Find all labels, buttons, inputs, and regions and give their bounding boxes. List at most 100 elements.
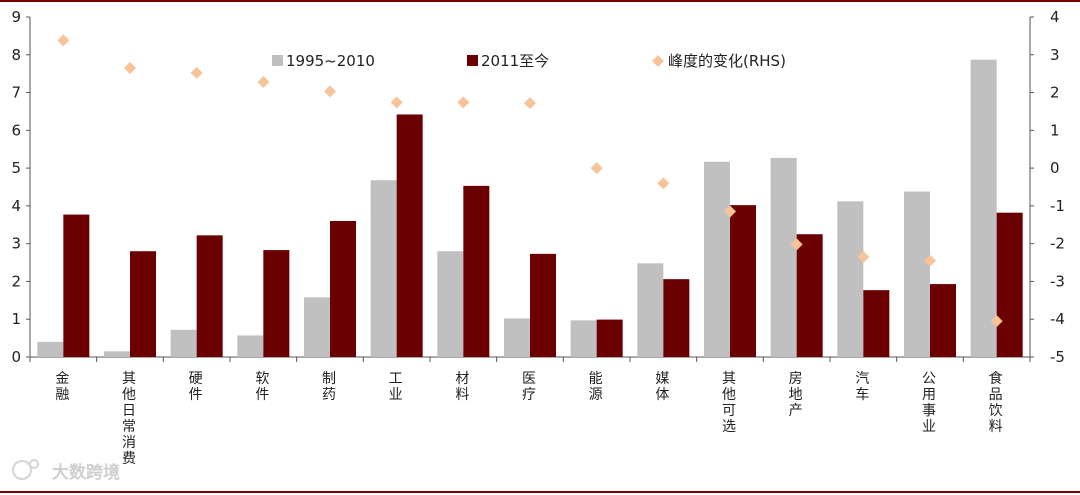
y-right-tick-label: 3 [1050, 46, 1060, 64]
bar-2011-now [863, 290, 890, 357]
legend-swatch-1995-2010 [272, 55, 283, 66]
legend-label-2011-now: 2011至今 [481, 52, 549, 70]
kurtosis-change-point [924, 254, 936, 267]
category-label-char: 公 [922, 371, 936, 387]
y-right-tick-label: -5 [1050, 348, 1065, 366]
category-label-char: 制 [322, 371, 336, 387]
bar-2011-now [796, 234, 823, 357]
bar-2011-now [530, 253, 556, 357]
bar-2011-now [130, 251, 156, 357]
category-label-char: 疗 [522, 387, 536, 403]
bar-2011-now [263, 250, 290, 357]
bar-1995-2010 [237, 335, 264, 357]
category-label-char: 件 [189, 387, 203, 403]
y-left-tick-label: 3 [11, 235, 21, 253]
y-left-tick-label: 6 [11, 121, 21, 139]
category-label-char: 事 [922, 403, 936, 419]
y-left-tick-label: 4 [11, 197, 21, 215]
y-right-tick-label: -1 [1050, 197, 1065, 215]
category-label-char: 他 [122, 387, 136, 403]
category-label-char: 日 [122, 403, 136, 419]
bar-1995-2010 [304, 297, 330, 357]
y-left-tick-label: 5 [11, 159, 21, 177]
category-label-char: 饮 [989, 403, 1003, 419]
legend-label-1995-2010: 1995~2010 [286, 52, 375, 70]
bar-2011-now [330, 221, 356, 357]
kurtosis-change-point [57, 34, 70, 47]
kurtosis-change-point [724, 205, 736, 218]
category-label-char: 融 [55, 387, 69, 403]
category-label-char: 件 [255, 387, 269, 403]
bar-1995-2010 [704, 161, 730, 357]
y-right-tick-label: 0 [1050, 159, 1060, 177]
legend-swatch-2011-now [467, 55, 478, 66]
kurtosis-change-point [390, 96, 403, 109]
category-label-char: 可 [722, 403, 736, 419]
kurtosis-change-point [324, 85, 336, 98]
kurtosis-change-point [124, 62, 136, 74]
category-label-char: 业 [389, 387, 403, 403]
bar-1995-2010 [904, 191, 930, 357]
bar-1995-2010 [837, 201, 864, 357]
category-label-char: 工 [389, 371, 403, 387]
category-label-char: 汽 [855, 371, 869, 387]
y-left-tick-label: 1 [11, 310, 21, 328]
kurtosis-change-point [657, 177, 670, 190]
bar-2011-now [196, 235, 223, 357]
kurtosis-change-point [590, 162, 603, 175]
kurtosis-change-point [457, 96, 470, 109]
category-label-char: 用 [922, 387, 936, 403]
category-label-char: 业 [922, 419, 936, 435]
category-label-char: 源 [589, 387, 603, 403]
bar-2011-now [930, 284, 956, 357]
kurtosis-change-point [257, 75, 270, 88]
watermark-text: 大数跨境 [52, 462, 120, 483]
bar-1995-2010 [504, 318, 530, 357]
y-left-tick-label: 2 [11, 272, 21, 290]
y-right-tick-label: 2 [1050, 84, 1060, 102]
bar-1995-2010 [970, 59, 997, 357]
category-label-char: 选 [722, 419, 736, 435]
category-label-char: 金 [55, 371, 69, 387]
category-label-char: 房 [789, 371, 803, 387]
bar-1995-2010 [37, 341, 64, 357]
y-right-tick-label: 1 [1050, 121, 1060, 139]
category-label-char: 料 [989, 419, 1003, 435]
category-label-char: 地 [789, 387, 803, 403]
bar-2011-now [596, 319, 623, 357]
category-label-char: 医 [522, 371, 536, 387]
y-left-tick-label: 0 [11, 348, 21, 366]
y-right-tick-label: -2 [1050, 235, 1065, 253]
watermark-logo-icon [12, 460, 32, 480]
category-label-char: 他 [722, 387, 736, 403]
bar-1995-2010 [770, 157, 797, 357]
watermark: 大数跨境 [12, 459, 120, 483]
y-left-tick-label: 7 [11, 84, 21, 102]
kurtosis-change-point [190, 66, 203, 79]
category-label-char: 料 [455, 387, 469, 403]
bar-1995-2010 [370, 180, 397, 357]
category-label-char: 费 [122, 451, 136, 467]
plot-area: 0123456789-5-4-3-2-101234金融其他日常消费硬件软件制药工… [11, 8, 1065, 467]
category-label-char: 硬 [189, 371, 203, 387]
category-label-char: 能 [589, 371, 603, 387]
category-label-char: 常 [122, 419, 136, 435]
bar-1995-2010 [170, 329, 197, 357]
legend-swatch-kurtosis [652, 55, 664, 67]
category-label-char: 车 [855, 386, 869, 403]
bar-1995-2010 [437, 251, 464, 357]
bar-2011-now [63, 214, 90, 357]
category-label-char: 其 [722, 371, 736, 387]
category-label-char: 媒 [655, 371, 669, 387]
category-label-char: 体 [655, 387, 669, 403]
category-label-char: 软 [255, 371, 269, 387]
category-label-char: 材 [455, 371, 469, 387]
y-left-tick-label: 8 [11, 46, 21, 64]
legend: 1995~2010 2011至今 峰度的变化(RHS) [272, 52, 786, 70]
y-right-tick-label: -4 [1050, 310, 1065, 328]
y-right-tick-label: 4 [1050, 8, 1060, 26]
category-label-char: 药 [322, 387, 336, 403]
y-right-tick-label: -3 [1050, 272, 1065, 290]
bar-1995-2010 [637, 263, 664, 357]
